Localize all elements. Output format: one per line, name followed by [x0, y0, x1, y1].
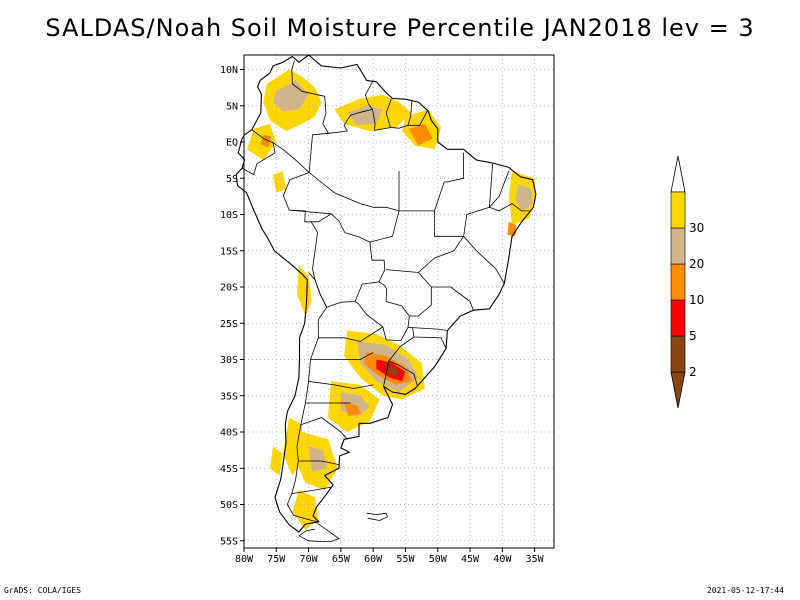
- lon-tick-label: 75W: [267, 554, 286, 565]
- outline-argentina-provinces-5: [300, 417, 348, 440]
- outline-argentina-provinces-7: [291, 486, 332, 494]
- outline-argentina-provinces-6: [298, 460, 339, 465]
- legend-color-box: [670, 335, 686, 373]
- outline-brazil-state-3: [369, 171, 400, 243]
- color-legend: 2 5 10 20 30: [670, 155, 704, 409]
- outline-brazil-state-12: [463, 236, 505, 284]
- outline-argentina-provinces-2: [310, 351, 374, 360]
- shaded-region-20: [344, 403, 362, 416]
- lat-tick-label: 50S: [220, 500, 238, 511]
- lon-tick-label: 50W: [429, 554, 448, 565]
- outline-falkland-islands: [366, 512, 388, 521]
- legend-label: 5: [689, 329, 697, 343]
- legend-color-box: [670, 299, 686, 337]
- outline-brazil-state-11: [412, 327, 448, 331]
- lat-tick-label: 30S: [220, 355, 238, 366]
- outline-brazil-state-9: [431, 286, 474, 311]
- outline-border-bolivia: [310, 213, 386, 308]
- outline-brazil-state-13: [489, 170, 510, 208]
- outline-border-argentina-brazil-uruguay: [388, 327, 418, 386]
- lon-tick-label: 55W: [396, 554, 415, 565]
- map-frame: [243, 54, 555, 549]
- outline-brazil-state-10: [413, 336, 447, 349]
- outline-border-paraguay: [354, 281, 410, 342]
- lat-tick-label: EQ: [226, 138, 238, 149]
- legend-label: 2: [689, 365, 697, 379]
- lon-tick-label: 80W: [235, 554, 254, 565]
- lat-tick-label: 5N: [226, 101, 238, 112]
- lon-tick-label: 45W: [461, 554, 480, 565]
- lon-tick-label: 40W: [493, 554, 512, 565]
- lat-tick-label: 25S: [220, 319, 238, 330]
- shaded-region-1: [273, 80, 309, 112]
- legend-color-box: [670, 191, 686, 229]
- outline-border-venezuela-guyana: [328, 80, 374, 134]
- shaded-region-17: [384, 363, 401, 377]
- soil-moisture-field: [247, 69, 536, 530]
- outline-tierra-del-fuego: [298, 523, 340, 542]
- legend-color-box: [670, 227, 686, 265]
- map-title: SALDAS/Noah Soil Moisture Percentile JAN…: [45, 14, 755, 42]
- outline-brazil-state-8: [418, 236, 464, 273]
- axis-ticks: 10N 5N EQ 5S 10S 15S 20S 25S 30S 35S 40S 45S 50S 55S 8…: [220, 65, 545, 565]
- lat-tick-label: 45S: [220, 464, 238, 475]
- lon-tick-label: 35W: [526, 554, 545, 565]
- lat-tick-label: 5S: [226, 174, 238, 185]
- outline-border-peru-brazil: [282, 172, 312, 223]
- outline-argentina-provinces: [318, 326, 384, 342]
- outline-brazil-state-7: [386, 269, 432, 317]
- legend-label: 10: [689, 293, 704, 307]
- outline-border-chile-argentina: [286, 272, 328, 523]
- lat-tick-label: 10S: [220, 210, 238, 221]
- outline-brazil-state-2: [308, 172, 435, 212]
- lat-tick-label: 35S: [220, 391, 238, 402]
- shaded-region-10: [515, 184, 533, 211]
- lon-tick-label: 70W: [300, 554, 319, 565]
- legend-color-box: [670, 263, 686, 301]
- lat-tick-label: 40S: [220, 428, 238, 439]
- outline-border-uruguay-argentina: [383, 360, 390, 387]
- outline-south-america-coast: [235, 54, 537, 533]
- outline-brazil-state-4: [434, 181, 490, 237]
- outline-border-colombia-south: [251, 129, 329, 173]
- legend-label: 30: [689, 221, 704, 235]
- outline-brazil-state-6: [488, 163, 530, 212]
- lon-tick-label: 60W: [364, 554, 383, 565]
- political-boundaries: [235, 54, 537, 542]
- footer-timestamp: 2021-05-12-17:44: [706, 586, 784, 595]
- lat-tick-label: 15S: [220, 246, 238, 257]
- lat-tick-label: 10N: [220, 65, 238, 76]
- lon-tick-label: 65W: [332, 554, 351, 565]
- footer-software-credit: GrADS: COLA/IGES: [4, 586, 82, 595]
- outline-border-ecuador-peru: [241, 142, 276, 176]
- shaded-region-23: [308, 446, 327, 472]
- outline-border-brazil-north: [372, 109, 428, 131]
- outline-brazil-state-lines: [289, 209, 332, 215]
- shaded-region-8: [273, 171, 286, 193]
- outline-border-colombia-venezuela: [291, 60, 329, 134]
- outline-border-guyana-suriname: [385, 99, 392, 128]
- shaded-region-25: [269, 446, 283, 476]
- shaded-region-12: [297, 265, 312, 316]
- legend-bottom-arrow: [670, 371, 686, 409]
- lat-tick-label: 20S: [220, 283, 238, 294]
- lat-tick-label: 55S: [220, 536, 238, 547]
- shaded-region-5: [408, 123, 433, 146]
- outline-border-suriname-guiana: [407, 100, 413, 126]
- shaded-region-3: [347, 105, 383, 126]
- outline-argentina-provinces-3: [308, 380, 374, 389]
- legend-top-arrow: [670, 155, 686, 193]
- outline-brazil-state-5: [444, 152, 465, 183]
- shaded-region-24: [292, 490, 319, 530]
- legend-label: 20: [689, 257, 704, 271]
